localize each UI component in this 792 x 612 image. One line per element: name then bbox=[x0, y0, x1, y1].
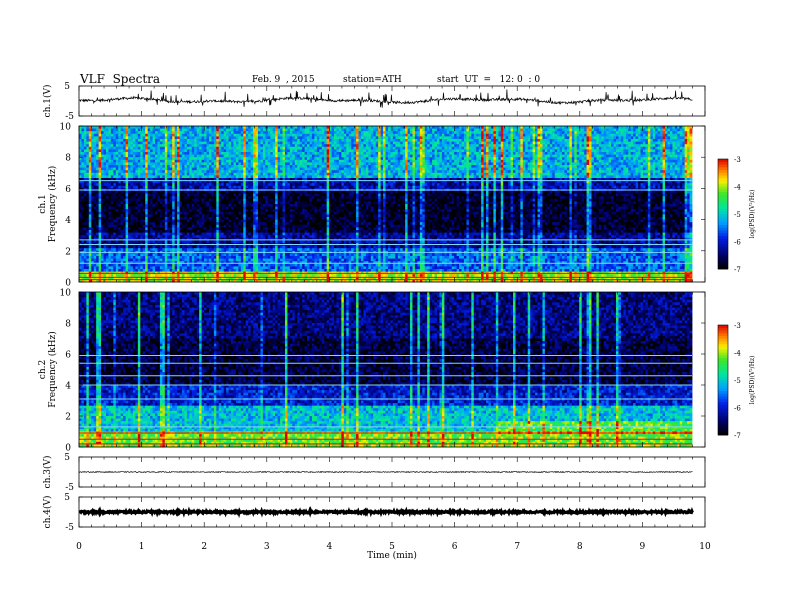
ch2-spectrogram-cbtick-2: -5 bbox=[734, 377, 741, 385]
xtick-10: 10 bbox=[699, 542, 711, 552]
ch3-waveform-ytick-top: 5 bbox=[64, 453, 70, 463]
xtick-6: 6 bbox=[452, 542, 458, 552]
ch2-spectrogram-cbtick-0: -3 bbox=[734, 322, 741, 330]
ch1-spectrogram-ylabel: ch.1Frequency (kHz) bbox=[38, 166, 58, 243]
ch2-spectrogram-cbtick-4: -7 bbox=[734, 432, 741, 440]
ch2-spectrogram-ytick-8: 8 bbox=[65, 320, 71, 330]
ch1-waveform-ytick-bottom: -5 bbox=[65, 112, 74, 122]
ch1-spectrogram-ytick-4: 4 bbox=[65, 216, 71, 226]
ch2-spectrogram-cbtick-1: -4 bbox=[734, 350, 741, 358]
xtick-4: 4 bbox=[327, 542, 333, 552]
xtick-8: 8 bbox=[577, 542, 583, 552]
ch1-waveform-trace bbox=[79, 90, 693, 108]
vlf-spectra-figure: 5-5ch.1(V)0246810ch.1Frequency (kHz)-3-4… bbox=[0, 0, 792, 612]
ch1-spectrogram-ytick-0: 0 bbox=[65, 279, 71, 289]
ch2-spectrogram-ytick-6: 6 bbox=[65, 351, 71, 361]
ch3-waveform-ylabel: ch.3(V) bbox=[42, 456, 53, 489]
ch2-spectrogram-ytick-4: 4 bbox=[65, 382, 71, 392]
ch1-waveform-ytick-top: 5 bbox=[64, 82, 70, 92]
ch1-spectrogram-ytick-10: 10 bbox=[60, 123, 72, 133]
ch1-spectrogram-cbtick-1: -4 bbox=[734, 184, 741, 192]
ch2-spectrogram-ytick-0: 0 bbox=[65, 444, 71, 454]
ch3-waveform-ytick-bottom: -5 bbox=[65, 483, 74, 493]
ch4-waveform-ytick-bottom: -5 bbox=[65, 523, 74, 533]
ch1-spectrogram-image bbox=[79, 126, 692, 282]
ch1-spectrogram-cbtick-2: -5 bbox=[734, 211, 741, 219]
xtick-7: 7 bbox=[514, 542, 520, 552]
ch1-spectrogram-colorbar bbox=[718, 159, 728, 269]
xtick-9: 9 bbox=[640, 542, 646, 552]
ch3-waveform-frame bbox=[79, 457, 705, 487]
ch1-spectrogram-colorbar-label: log(PSD)(V²/Hz) bbox=[749, 190, 756, 239]
ch2-spectrogram-cbtick-3: -6 bbox=[734, 405, 741, 413]
ch1-spectrogram-ytick-2: 2 bbox=[65, 247, 71, 257]
ch2-spectrogram-ytick-10: 10 bbox=[60, 289, 72, 299]
ch2-spectrogram-image bbox=[79, 292, 692, 447]
ch1-spectrogram-ytick-8: 8 bbox=[65, 154, 71, 164]
xtick-2: 2 bbox=[201, 542, 207, 552]
xtick-3: 3 bbox=[264, 542, 270, 552]
xtick-1: 1 bbox=[139, 542, 145, 552]
ch1-spectrogram-cbtick-4: -7 bbox=[734, 266, 741, 274]
ch3-waveform-trace bbox=[79, 472, 693, 473]
ch2-spectrogram-colorbar-label: log(PSD)(V²/Hz) bbox=[749, 356, 756, 405]
ch4-waveform-trace bbox=[79, 511, 693, 513]
ch4-waveform-ytick-top: 5 bbox=[64, 493, 70, 503]
ch4-waveform-ylabel: ch.4(V) bbox=[42, 496, 53, 529]
ch2-spectrogram-ylabel: ch.2Frequency (kHz) bbox=[38, 331, 58, 408]
ch1-spectrogram-ytick-6: 6 bbox=[65, 185, 71, 195]
ch1-spectrogram-cbtick-3: -6 bbox=[734, 239, 741, 247]
ch1-waveform-frame bbox=[79, 86, 705, 116]
x-axis-label: Time (min) bbox=[367, 550, 417, 561]
ch2-spectrogram-ytick-2: 2 bbox=[65, 413, 71, 423]
xtick-0: 0 bbox=[76, 542, 82, 552]
ch1-waveform-ylabel: ch.1(V) bbox=[42, 85, 53, 118]
ch1-spectrogram-cbtick-0: -3 bbox=[734, 156, 741, 164]
ch4-waveform-frame bbox=[79, 497, 705, 527]
ch2-spectrogram-colorbar bbox=[718, 325, 728, 435]
